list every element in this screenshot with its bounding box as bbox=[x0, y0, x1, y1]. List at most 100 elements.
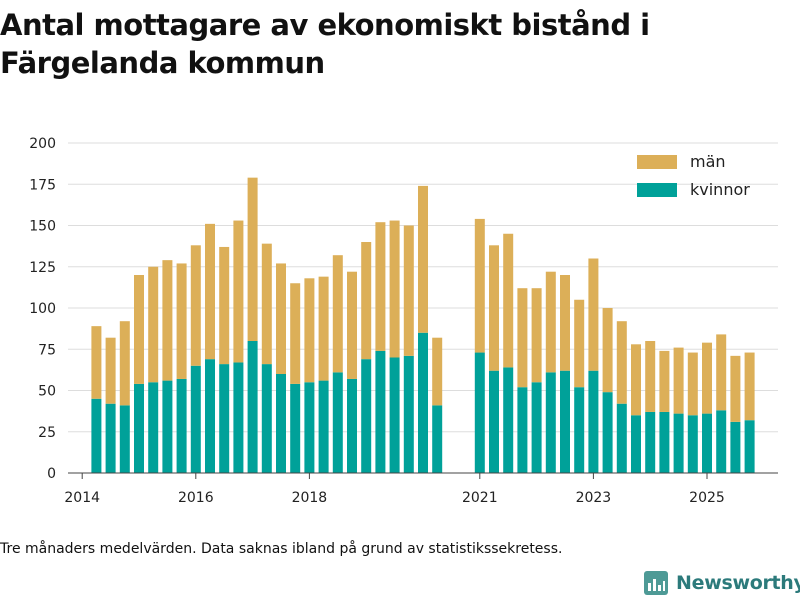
legend-swatch bbox=[637, 155, 677, 169]
bar-man bbox=[162, 260, 173, 381]
legend: män kvinnor bbox=[637, 152, 750, 199]
bar-man bbox=[219, 246, 230, 365]
bar-man bbox=[489, 245, 499, 371]
bar-kvinnor bbox=[375, 350, 386, 473]
legend-swatch bbox=[637, 183, 677, 197]
bar-kvinnor bbox=[588, 370, 599, 473]
bar-man bbox=[91, 326, 102, 399]
bar-man bbox=[134, 275, 144, 384]
bar-kvinnor bbox=[233, 362, 244, 473]
y-tick-label: 25 bbox=[38, 425, 56, 441]
bar-man bbox=[304, 278, 315, 383]
bar-man bbox=[119, 321, 130, 406]
bar-man bbox=[176, 263, 187, 379]
bar-man bbox=[659, 350, 670, 412]
bar-kvinnor bbox=[659, 411, 670, 473]
y-tick-label: 200 bbox=[29, 136, 56, 152]
bar-kvinnor bbox=[276, 374, 286, 473]
bar-kvinnor bbox=[531, 382, 542, 473]
bar-kvinnor bbox=[361, 359, 372, 473]
bar-kvinnor bbox=[403, 355, 414, 473]
bar-man bbox=[148, 266, 159, 383]
bar-kvinnor bbox=[631, 415, 641, 473]
bar-man bbox=[389, 220, 400, 358]
bar-man bbox=[517, 288, 528, 388]
bar-man bbox=[588, 258, 599, 371]
bar-man bbox=[403, 225, 414, 356]
bar-man bbox=[105, 337, 116, 404]
y-tick-label: 175 bbox=[29, 177, 56, 193]
bar-man bbox=[247, 177, 258, 341]
brand-logo: Newsworthy bbox=[644, 568, 800, 598]
bar-kvinnor bbox=[119, 405, 130, 473]
bar-man bbox=[503, 233, 514, 368]
bar-kvinnor bbox=[304, 382, 315, 473]
bar-man bbox=[190, 245, 201, 366]
bar-man bbox=[474, 218, 485, 353]
bar-man bbox=[702, 342, 712, 414]
bar-kvinnor bbox=[290, 383, 301, 473]
bar-kvinnor bbox=[148, 382, 159, 473]
chart-title: Antal mottagare av ekonomiskt bistånd i … bbox=[0, 8, 650, 80]
bar-kvinnor bbox=[134, 383, 144, 473]
bars bbox=[91, 177, 755, 473]
bar-man bbox=[744, 352, 755, 421]
bar-man bbox=[276, 263, 286, 374]
bar-kvinnor bbox=[702, 413, 712, 473]
bar-kvinnor bbox=[560, 370, 570, 473]
bar-kvinnor bbox=[318, 380, 329, 473]
bar-kvinnor bbox=[389, 357, 400, 473]
bar-kvinnor bbox=[418, 332, 428, 473]
bar-kvinnor bbox=[716, 410, 727, 473]
bar-kvinnor bbox=[645, 411, 656, 473]
legend-label: män bbox=[690, 152, 726, 171]
bar-kvinnor bbox=[432, 405, 443, 473]
bar-man bbox=[574, 299, 585, 388]
x-tick-label: 2016 bbox=[178, 490, 214, 506]
bar-kvinnor bbox=[247, 341, 258, 473]
y-tick-label: 150 bbox=[29, 219, 56, 235]
bar-kvinnor bbox=[489, 370, 499, 473]
bar-kvinnor bbox=[517, 387, 528, 473]
bar-kvinnor bbox=[205, 359, 215, 473]
bar-man bbox=[361, 242, 372, 360]
bar-kvinnor bbox=[474, 352, 485, 473]
bar-man bbox=[687, 352, 698, 416]
bar-man bbox=[531, 288, 542, 383]
bar-man bbox=[318, 276, 329, 381]
legend-label: kvinnor bbox=[690, 180, 750, 199]
y-axis: 0 25 50 75 100 125 150 175 200 bbox=[29, 136, 56, 482]
bar-man bbox=[347, 271, 357, 379]
bar-kvinnor bbox=[91, 398, 102, 473]
bar-kvinnor bbox=[176, 378, 187, 473]
bar-man bbox=[631, 344, 641, 416]
y-tick-label: 100 bbox=[29, 301, 56, 317]
bar-man bbox=[602, 308, 613, 393]
bar-kvinnor bbox=[347, 378, 357, 473]
bar-kvinnor bbox=[687, 415, 698, 473]
bar-man bbox=[261, 243, 272, 365]
bar-kvinnor bbox=[190, 365, 201, 473]
footnote: Tre månaders medelvärden. Data saknas ib… bbox=[0, 541, 563, 557]
bar-kvinnor bbox=[673, 413, 684, 473]
bar-man bbox=[332, 255, 343, 373]
x-tick-label: 2018 bbox=[292, 490, 328, 506]
bar-kvinnor bbox=[744, 420, 755, 473]
bar-man bbox=[730, 355, 741, 422]
bar-man bbox=[645, 341, 656, 412]
bar-man bbox=[205, 223, 215, 360]
y-tick-label: 0 bbox=[47, 466, 56, 482]
y-tick-label: 75 bbox=[38, 342, 56, 358]
x-tick-label: 2021 bbox=[462, 490, 498, 506]
bar-kvinnor bbox=[261, 364, 272, 473]
bar-man bbox=[616, 321, 627, 404]
bar-kvinnor bbox=[219, 364, 230, 473]
newsworthy-logo-icon bbox=[644, 571, 668, 595]
bar-kvinnor bbox=[545, 372, 556, 473]
bar-man bbox=[375, 222, 386, 351]
bar-kvinnor bbox=[616, 403, 627, 473]
bar-kvinnor bbox=[332, 372, 343, 473]
bar-man bbox=[560, 275, 570, 371]
bar-kvinnor bbox=[105, 403, 116, 473]
